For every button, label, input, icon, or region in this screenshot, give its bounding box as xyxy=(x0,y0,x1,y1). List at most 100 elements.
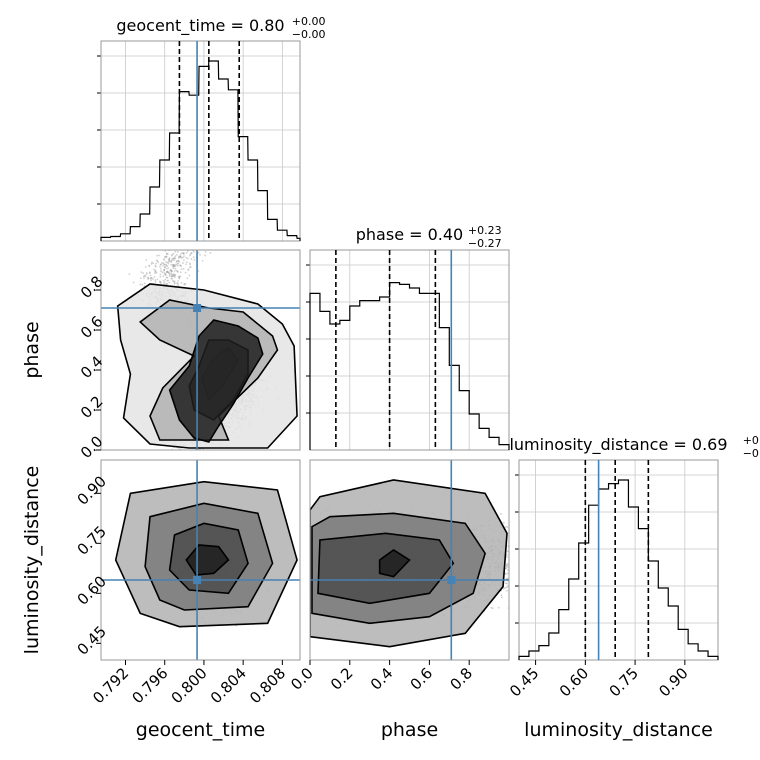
hist-panel-geocent_time: geocent_time = 0.80 +0.00−0.00 xyxy=(97,15,326,242)
sample-point xyxy=(170,270,173,273)
sample-point xyxy=(168,281,171,284)
sample-point xyxy=(166,276,169,279)
sample-point xyxy=(164,273,167,275)
sample-point xyxy=(160,282,162,284)
sample-point xyxy=(185,263,187,266)
sample-point xyxy=(504,587,506,589)
sample-point xyxy=(174,274,176,277)
sample-point xyxy=(190,252,193,255)
sample-point xyxy=(163,255,166,258)
sample-point xyxy=(189,253,192,256)
sample-point xyxy=(172,274,175,276)
sample-point xyxy=(172,275,175,278)
sample-point xyxy=(177,256,180,259)
sample-point xyxy=(171,279,174,282)
sample-point xyxy=(173,263,176,266)
sample-point xyxy=(176,270,179,273)
sample-point xyxy=(199,253,201,256)
sample-point xyxy=(165,267,168,270)
sample-point xyxy=(155,259,158,262)
sample-point xyxy=(506,572,509,575)
sample-point xyxy=(155,262,157,265)
sample-point xyxy=(183,255,185,258)
sample-point xyxy=(154,270,157,273)
sample-point xyxy=(173,282,176,285)
x-tick-label: 0.45 xyxy=(506,664,542,700)
sample-point xyxy=(162,264,164,267)
sample-point xyxy=(173,256,175,259)
sample-point xyxy=(168,273,171,276)
sample-point xyxy=(173,280,176,283)
sample-point xyxy=(151,278,154,280)
y-axis-label: phase xyxy=(21,321,43,378)
sample-point xyxy=(175,260,178,262)
sample-point xyxy=(164,278,167,281)
sample-point xyxy=(184,271,187,274)
sample-point xyxy=(178,256,181,259)
sample-point xyxy=(179,255,182,258)
sample-point xyxy=(175,248,177,250)
sample-point xyxy=(506,562,509,565)
sample-point xyxy=(198,451,200,453)
x-tick-label: 0.6 xyxy=(407,664,437,694)
sample-point xyxy=(187,268,189,271)
sample-point xyxy=(169,269,172,271)
title-main: geocent_time = 0.80 xyxy=(116,16,284,36)
sample-point xyxy=(168,257,171,259)
sample-point xyxy=(150,279,152,282)
sample-point xyxy=(148,264,151,267)
sample-point xyxy=(197,270,200,272)
sample-point xyxy=(154,271,157,273)
sample-point xyxy=(156,260,159,262)
sample-point xyxy=(173,282,176,284)
sample-point xyxy=(154,269,157,272)
sample-point xyxy=(145,272,148,274)
sample-point xyxy=(197,454,199,456)
panel-content xyxy=(310,479,509,648)
sample-point xyxy=(163,281,166,284)
sample-point xyxy=(163,269,165,272)
sample-point xyxy=(163,257,165,260)
panel-title: phase = 0.40 xyxy=(356,225,463,244)
sample-point xyxy=(185,451,187,453)
sample-point xyxy=(175,253,178,256)
sample-point xyxy=(163,263,166,266)
sample-point xyxy=(165,271,168,274)
sample-point xyxy=(497,606,500,609)
sample-point xyxy=(164,274,167,277)
sample-point xyxy=(186,257,189,260)
scatter-panel-luminosity_distance-vs-geocent_time xyxy=(100,459,301,661)
sample-point xyxy=(165,252,168,255)
sample-point xyxy=(504,582,507,585)
sample-point xyxy=(182,259,185,262)
x-tick-label: 0.75 xyxy=(606,664,642,700)
sample-point xyxy=(170,272,172,275)
sample-point xyxy=(164,255,167,258)
sample-point xyxy=(166,283,169,286)
sample-point xyxy=(172,265,175,268)
sample-point xyxy=(172,267,175,270)
sample-point xyxy=(173,274,175,277)
x-tick-label: 0.808 xyxy=(246,664,289,707)
sample-point xyxy=(185,261,188,264)
sample-point xyxy=(178,277,181,280)
sample-point xyxy=(159,281,162,284)
sample-point xyxy=(150,263,153,265)
sample-point xyxy=(169,269,172,272)
x-axis-label: luminosity_distance xyxy=(524,719,713,741)
y-tick-label: 0.45 xyxy=(74,622,110,658)
sample-point xyxy=(166,265,169,267)
x-tick-label: 0.8 xyxy=(446,664,476,694)
sample-point xyxy=(161,261,163,264)
sample-point xyxy=(167,271,170,274)
sample-point xyxy=(160,267,162,270)
sample-point xyxy=(165,283,167,286)
sample-point xyxy=(173,276,176,278)
sample-point xyxy=(491,607,494,610)
sample-point xyxy=(177,262,180,265)
x-tick-label: 0.800 xyxy=(168,664,211,707)
sample-point xyxy=(178,456,180,458)
sample-point xyxy=(153,272,156,275)
sample-point xyxy=(505,563,508,566)
